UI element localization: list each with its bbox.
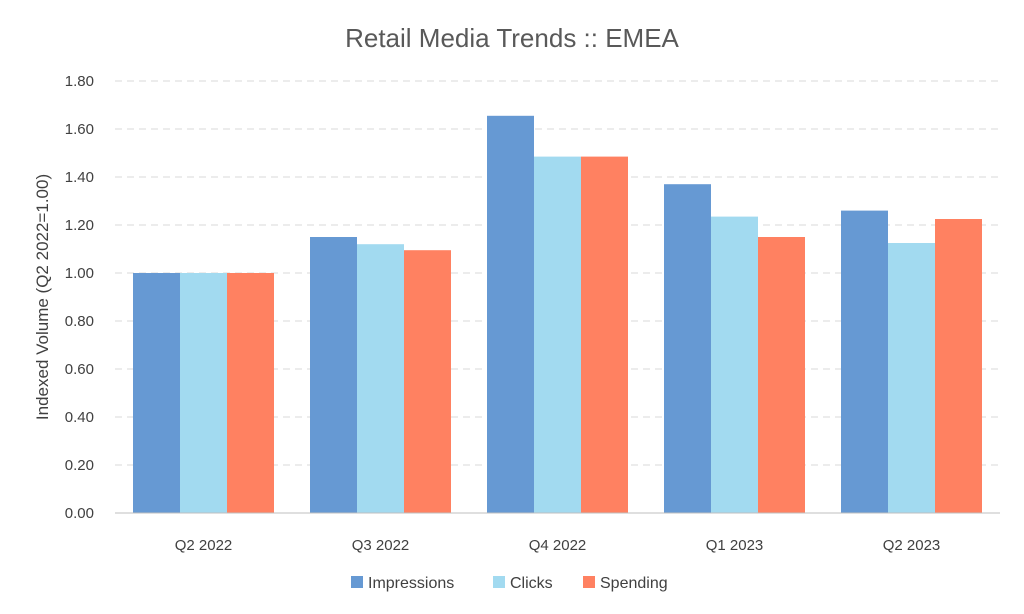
bar-spending-q3-2022 [404,250,451,513]
bar-impressions-q1-2023 [664,184,711,513]
legend: Impressions Clicks Spending [351,575,668,592]
legend-swatch-spending [583,576,595,588]
y-tick-label: 1.60 [65,121,94,138]
bar-spending-q2-2022 [227,273,274,513]
y-tick-label: 0.00 [65,505,94,522]
bar-impressions-q2-2023 [841,210,888,513]
x-tick-label: Q2 2023 [883,537,941,554]
legend-label-impressions: Impressions [368,575,454,592]
x-tick-label: Q1 2023 [706,537,764,554]
bar-clicks-q2-2022 [180,273,227,513]
y-tick-label: 1.00 [65,265,94,282]
bars [133,115,982,514]
x-tick-label: Q4 2022 [529,537,587,554]
y-tick-label: 0.60 [65,361,94,378]
bar-clicks-q3-2022 [357,244,404,513]
y-tick-label: 1.80 [65,73,94,90]
x-axis-ticks: Q2 2022 Q3 2022 Q4 2022 Q1 2023 Q2 2023 [175,537,941,554]
legend-swatch-impressions [351,576,363,588]
y-axis-ticks: 0.00 0.20 0.40 0.60 0.80 1.00 1.20 1.40 1.60 1.80 [65,73,94,522]
bar-impressions-q2-2022 [133,273,180,513]
y-tick-label: 1.20 [65,217,94,234]
y-tick-label: 0.40 [65,409,94,426]
x-tick-label: Q2 2022 [175,537,233,554]
bar-spending-q4-2022 [581,156,628,513]
bar-clicks-q4-2022 [534,156,581,513]
bar-spending-q1-2023 [758,237,805,513]
bar-impressions-q4-2022 [487,115,534,514]
legend-label-spending: Spending [600,575,668,592]
bar-clicks-q2-2023 [888,243,935,513]
y-tick-label: 0.80 [65,313,94,330]
chart-title: Retail Media Trends :: EMEA [345,23,679,53]
y-axis-label: Indexed Volume (Q2 2022=1.00) [33,174,52,420]
bar-clicks-q1-2023 [711,216,758,513]
bar-spending-q2-2023 [935,219,982,513]
legend-label-clicks: Clicks [510,575,553,592]
bar-impressions-q3-2022 [310,237,357,513]
y-tick-label: 1.40 [65,169,94,186]
y-tick-label: 0.20 [65,457,94,474]
legend-swatch-clicks [493,576,505,588]
x-tick-label: Q3 2022 [352,537,410,554]
